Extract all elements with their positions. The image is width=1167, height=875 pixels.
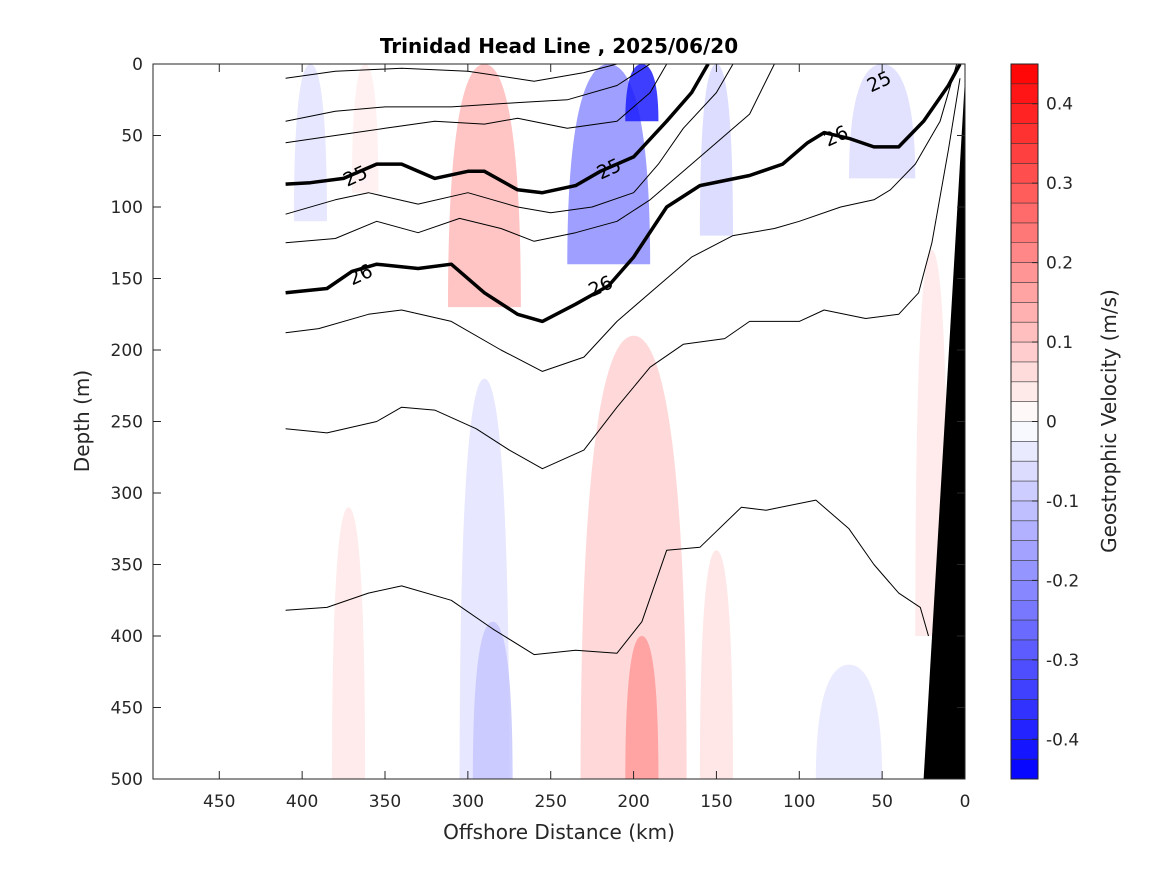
- colorbar-swatch: [1011, 242, 1038, 264]
- x-tick-label: 50: [871, 792, 893, 812]
- colorbar-swatch: [1011, 64, 1038, 85]
- y-tick-label: 250: [111, 413, 143, 433]
- y-tick-label: 450: [111, 699, 143, 719]
- y-tick-label: 200: [111, 341, 143, 361]
- colorbar-tick-label: -0.4: [1046, 730, 1079, 750]
- velocity-patch: [472, 621, 513, 779]
- colorbar-swatch: [1011, 342, 1038, 363]
- colorbar-swatch: [1011, 421, 1038, 442]
- y-tick-label: 350: [111, 556, 143, 576]
- y-tick-label: 150: [111, 270, 143, 290]
- colorbar-tick-label: -0.1: [1046, 492, 1079, 512]
- density-contour: [285, 64, 775, 244]
- velocity-patch: [815, 664, 883, 779]
- y-tick-label: 0: [132, 55, 143, 75]
- bathymetry: [923, 64, 965, 779]
- density-contour: [285, 64, 668, 144]
- velocity-patch: [625, 636, 659, 779]
- density-contour-bold: [285, 64, 710, 195]
- y-tick-label: 300: [111, 484, 143, 504]
- x-tick-label: 450: [203, 792, 235, 812]
- colorbar-swatch: [1011, 361, 1038, 383]
- y-tick-label: 400: [111, 627, 143, 647]
- x-tick-label: 300: [452, 792, 484, 812]
- colorbar-tick-label: 0.3: [1046, 174, 1073, 194]
- bathymetry-wedge: [923, 64, 965, 779]
- colorbar-swatch: [1011, 322, 1038, 343]
- density-contour: [285, 78, 961, 470]
- colorbar-swatch: [1011, 739, 1038, 760]
- colorbar-tick-label: 0: [1046, 413, 1057, 433]
- colorbar-swatch: [1011, 719, 1038, 740]
- colorbar-swatch: [1011, 481, 1038, 502]
- colorbar-swatch: [1011, 203, 1038, 224]
- x-tick-label: 400: [286, 792, 318, 812]
- colorbar-swatch: [1011, 302, 1038, 323]
- velocity-patch: [447, 64, 521, 308]
- density-contour: [285, 64, 734, 215]
- velocity-patch: [699, 64, 733, 236]
- density-contour: [285, 64, 958, 372]
- colorbar-swatch: [1011, 183, 1038, 204]
- y-tick-label: 100: [111, 198, 143, 218]
- x-axis: 450 400 350 300 250 200 150 100 50 0: [203, 64, 970, 812]
- colorbar-tick-label: 0.2: [1046, 254, 1073, 274]
- x-tick-label: 150: [700, 792, 732, 812]
- colorbar-swatch: [1011, 520, 1038, 542]
- colorbar-swatch: [1011, 83, 1038, 105]
- colorbar-swatch: [1011, 540, 1038, 562]
- x-tick-label: 100: [783, 792, 815, 812]
- colorbar-swatch: [1011, 620, 1038, 641]
- colorbar-swatch: [1011, 401, 1038, 422]
- colorbar-swatch: [1011, 143, 1038, 164]
- velocity-patch: [580, 335, 687, 779]
- colorbar-swatch: [1011, 580, 1038, 601]
- density-contour: [285, 499, 929, 656]
- colorbar: 0.4 0.3 0.2 0.1 0 -0.1 -0.2 -0.3 -0.4: [1010, 63, 1079, 780]
- colorbar-swatch: [1011, 222, 1038, 244]
- velocity-field: [293, 64, 949, 779]
- y-axis-label: Depth (m): [70, 370, 94, 472]
- x-tick-label: 200: [617, 792, 649, 812]
- x-tick-label: 350: [369, 792, 401, 812]
- velocity-patch: [849, 64, 916, 179]
- y-tick-label: 500: [111, 770, 143, 790]
- y-tick-label: 50: [121, 127, 143, 147]
- density-contour-bold: [285, 64, 962, 324]
- colorbar-swatch: [1011, 461, 1038, 482]
- x-tick-label: 250: [534, 792, 566, 812]
- x-tick-label: 0: [960, 792, 971, 812]
- velocity-patch: [351, 64, 379, 193]
- colorbar-swatch: [1011, 282, 1038, 303]
- velocity-patch: [699, 550, 733, 779]
- colorbar-swatch: [1011, 163, 1038, 184]
- colorbar-swatch: [1011, 679, 1038, 701]
- colorbar-swatch: [1011, 123, 1038, 144]
- colorbar-tick-label: 0.1: [1046, 333, 1073, 353]
- colorbar-swatch: [1011, 699, 1038, 720]
- colorbar-swatch: [1011, 600, 1038, 621]
- colorbar-swatch: [1011, 381, 1038, 403]
- x-axis-label: Offshore Distance (km): [443, 820, 675, 844]
- density-contours: [285, 64, 962, 656]
- density-contour: [285, 64, 651, 122]
- colorbar-swatch: [1011, 659, 1038, 681]
- colorbar-swatch: [1011, 560, 1038, 581]
- colorbar-tick-label: -0.2: [1046, 571, 1079, 591]
- colorbar-swatch: [1011, 441, 1038, 462]
- colorbar-tick-label: -0.3: [1046, 651, 1079, 671]
- colorbar-swatch: [1011, 639, 1038, 661]
- colorbar-swatch: [1011, 103, 1038, 125]
- chart-title: Trinidad Head Line , 2025/06/20: [380, 34, 738, 58]
- colorbar-swatch: [1011, 262, 1038, 283]
- colorbar-label: Geostrophic Velocity (m/s): [1097, 289, 1121, 553]
- colorbar-tick-label: 0.4: [1046, 95, 1073, 115]
- colorbar-swatch: [1011, 500, 1038, 522]
- y-axis: 0 50 100 150 200 250 300 350 400 450 500: [111, 55, 965, 790]
- colorbar-swatch: [1011, 759, 1038, 780]
- velocity-patch: [331, 507, 366, 779]
